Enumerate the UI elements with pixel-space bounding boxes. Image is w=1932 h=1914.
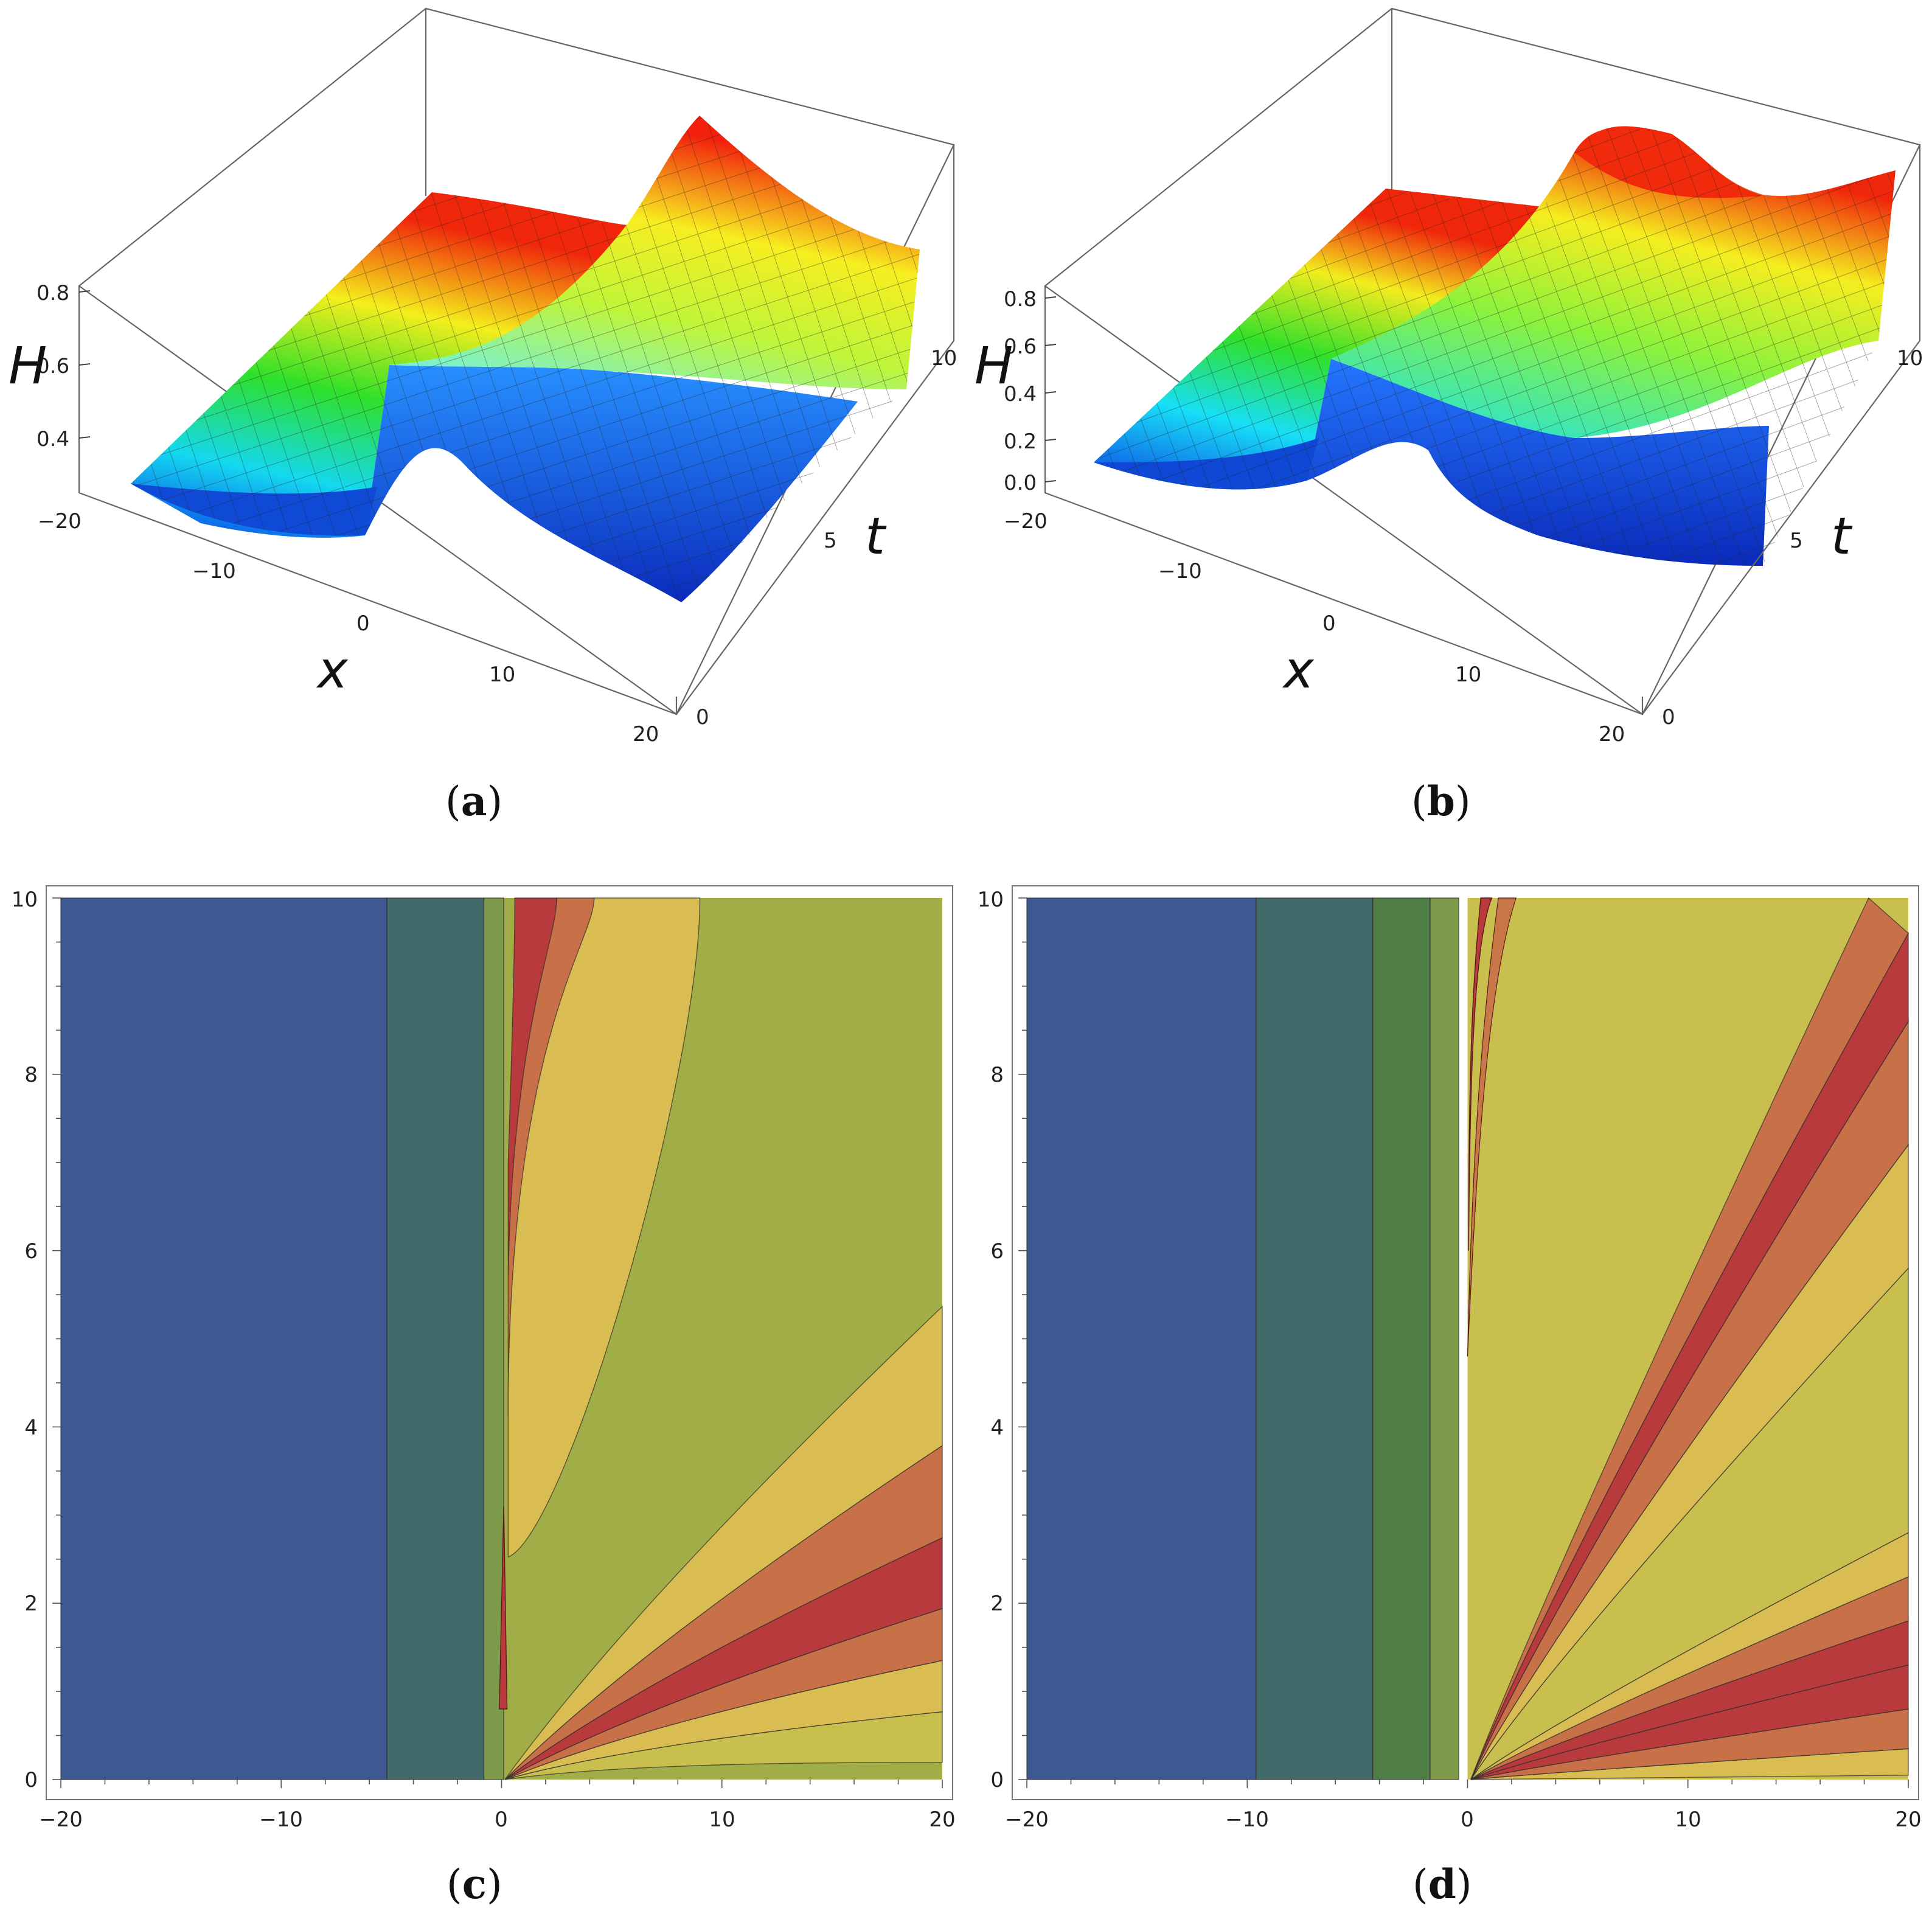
h-axis-label: H bbox=[975, 336, 1013, 395]
y-tick-label: 8 bbox=[24, 1063, 38, 1087]
y-tick-label: 4 bbox=[24, 1416, 38, 1440]
x-tick-label: −20 bbox=[39, 1808, 83, 1832]
t-axis-label: t bbox=[865, 506, 887, 566]
contour-region bbox=[504, 1305, 943, 1780]
x-tick-label: 10 bbox=[709, 1808, 735, 1832]
bounding-box-b bbox=[1044, 7, 1921, 715]
y-tick-label: 4 bbox=[990, 1416, 1004, 1440]
x-axis-a: −20 −10 0 10 20 x bbox=[38, 509, 659, 746]
contour-band bbox=[1372, 897, 1431, 1780]
x-tick-label: 20 bbox=[929, 1808, 955, 1832]
contour-band bbox=[1256, 897, 1374, 1780]
x-ticks-c: −20 −10 0 10 20 bbox=[39, 1808, 956, 1832]
x-tick-label: −10 bbox=[1225, 1808, 1269, 1832]
contour-band bbox=[483, 897, 504, 1780]
y-tick-label: 2 bbox=[24, 1592, 38, 1616]
x-tick-label: 10 bbox=[1455, 663, 1481, 687]
x-tick-label: −10 bbox=[1158, 559, 1202, 583]
h-axis-b: 0.0 0.2 0.4 0.6 0.8 H bbox=[975, 287, 1057, 495]
y-tick-label: 10 bbox=[978, 888, 1004, 912]
y-tick-label: 6 bbox=[24, 1239, 38, 1264]
bounding-box-a bbox=[78, 7, 955, 715]
y-tick-label: 8 bbox=[990, 1063, 1004, 1087]
panel-label-b: (b) bbox=[1411, 778, 1471, 825]
panel-b: 0.0 0.2 0.4 0.6 0.8 H −20 −10 0 10 20 x … bbox=[966, 0, 1932, 840]
x-tick-label: 0 bbox=[356, 611, 370, 636]
h-axis-label: H bbox=[9, 336, 47, 395]
h-tick-label: 0.6 bbox=[1004, 335, 1037, 359]
panel-label-a: (a) bbox=[445, 778, 502, 825]
y-tick-label: 10 bbox=[12, 888, 38, 912]
h-tick-label: 0.2 bbox=[1004, 430, 1037, 454]
x-axis-label: x bbox=[1282, 640, 1315, 700]
x-axis-label: x bbox=[316, 640, 349, 700]
x-ticks-d: −20 −10 0 10 20 bbox=[1005, 1808, 1922, 1832]
t-tick-label: 5 bbox=[824, 529, 837, 553]
contour-band bbox=[60, 897, 387, 1780]
x-tick-label: 10 bbox=[1675, 1808, 1701, 1832]
x-tick-label: 20 bbox=[633, 722, 659, 746]
panel-a: 0.4 0.6 0.8 H −20 −10 0 10 20 x 0 5 10 t… bbox=[0, 0, 966, 840]
h-tick-label: 0.8 bbox=[36, 281, 69, 305]
t-tick-label: 0 bbox=[696, 705, 709, 729]
contour-band bbox=[386, 897, 485, 1780]
x-tick-label: −10 bbox=[192, 559, 236, 583]
x-tick-label: 10 bbox=[489, 663, 515, 687]
t-tick-label: 10 bbox=[1897, 346, 1923, 371]
y-tick-label: 0 bbox=[990, 1768, 1004, 1792]
x-tick-label: 20 bbox=[1599, 722, 1625, 746]
surface-b bbox=[1094, 126, 1896, 566]
h-axis-a: 0.4 0.6 0.8 H bbox=[9, 281, 91, 451]
x-tick-label: 0 bbox=[1461, 1808, 1474, 1832]
contour-band bbox=[1430, 897, 1459, 1780]
h-tick-label: 0.4 bbox=[1004, 382, 1037, 406]
contour-spike bbox=[499, 1506, 508, 1710]
h-tick-label: 0.4 bbox=[36, 427, 69, 451]
h-tick-label: 0.8 bbox=[1004, 287, 1037, 311]
contour-fill-c bbox=[52, 897, 943, 1788]
x-tick-label: −10 bbox=[259, 1808, 303, 1832]
t-axis-a: 0 5 10 t bbox=[696, 346, 957, 729]
x-axis-b: −20 −10 0 10 20 x bbox=[1004, 509, 1625, 746]
x-tick-label: −20 bbox=[1004, 509, 1048, 534]
y-ticks-c: 0 2 4 6 8 10 bbox=[12, 888, 38, 1792]
surface-plot-b: 0.0 0.2 0.4 0.6 0.8 H −20 −10 0 10 20 x … bbox=[975, 7, 1923, 825]
contour-plot-c: 0 2 4 6 8 10 −20 −10 0 10 20 (c) bbox=[12, 885, 956, 1908]
x-tick-label: 20 bbox=[1895, 1808, 1921, 1832]
h-tick-label: 0.0 bbox=[1004, 471, 1037, 495]
y-ticks-d: 0 2 4 6 8 10 bbox=[978, 888, 1004, 1792]
t-tick-label: 5 bbox=[1790, 529, 1803, 553]
y-tick-label: 2 bbox=[990, 1592, 1004, 1616]
t-tick-label: 0 bbox=[1662, 705, 1675, 729]
panel-label-d: (d) bbox=[1413, 1860, 1472, 1908]
contour-plot-d: 0 2 4 6 8 10 −20 −10 0 10 20 (d) bbox=[978, 885, 1922, 1908]
y-tick-label: 0 bbox=[24, 1768, 38, 1792]
plot-frame bbox=[46, 885, 953, 1800]
h-tick-label: 0.6 bbox=[36, 354, 69, 378]
t-axis-label: t bbox=[1831, 506, 1853, 566]
panel-d: 0 2 4 6 8 10 −20 −10 0 10 20 (d) bbox=[966, 864, 1932, 1914]
x-tick-label: −20 bbox=[38, 509, 82, 534]
contour-region bbox=[1467, 897, 1517, 1357]
panel-c: 0 2 4 6 8 10 −20 −10 0 10 20 (c) bbox=[0, 864, 966, 1914]
contour-fill-d bbox=[1018, 897, 1909, 1788]
x-tick-label: 0 bbox=[495, 1808, 508, 1832]
contour-band bbox=[1026, 897, 1257, 1780]
surface-a bbox=[131, 116, 920, 602]
contour-spike bbox=[1468, 897, 1493, 1251]
panel-label-c: (c) bbox=[447, 1860, 502, 1908]
y-tick-label: 6 bbox=[990, 1239, 1004, 1264]
contour-region bbox=[1470, 897, 1909, 1780]
plot-frame bbox=[1012, 885, 1919, 1800]
contour-region bbox=[507, 897, 701, 1558]
t-tick-label: 10 bbox=[931, 346, 957, 371]
x-tick-label: −20 bbox=[1005, 1808, 1049, 1832]
x-tick-label: 0 bbox=[1322, 611, 1336, 636]
t-axis-b: 0 5 10 t bbox=[1662, 346, 1923, 729]
surface-plot-a: 0.4 0.6 0.8 H −20 −10 0 10 20 x 0 5 10 t… bbox=[9, 7, 957, 825]
